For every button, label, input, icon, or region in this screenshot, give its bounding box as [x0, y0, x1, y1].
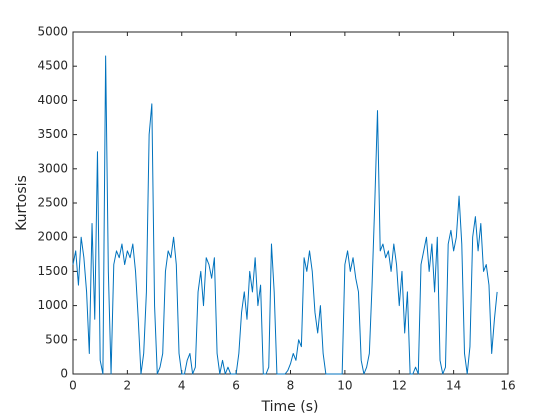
y-tick-label: 4500 — [37, 59, 68, 73]
y-axis-label: Kurtosis — [14, 175, 30, 231]
x-tick-label: 14 — [446, 379, 461, 393]
x-tick-label: 4 — [178, 379, 186, 393]
data-line — [72, 55, 498, 375]
y-tick-label: 5000 — [37, 25, 68, 39]
x-tick-label: 12 — [392, 379, 407, 393]
x-tick-label: 16 — [500, 379, 515, 393]
y-tick-label: 1500 — [37, 264, 68, 278]
y-tick-label: 0 — [60, 367, 68, 381]
y-tick-label: 1000 — [37, 298, 68, 312]
x-tick-label: 0 — [69, 379, 77, 393]
x-tick-label: 10 — [337, 379, 352, 393]
y-tick-label: 500 — [45, 332, 68, 346]
y-tick-label: 2500 — [37, 196, 68, 210]
x-tick-label: 2 — [124, 379, 132, 393]
x-tick-label: 8 — [287, 379, 295, 393]
y-tick-label: 4000 — [37, 93, 68, 107]
x-axis-label: Time (s) — [261, 399, 319, 415]
y-tick-label: 3500 — [37, 127, 68, 141]
x-tick-label: 6 — [232, 379, 240, 393]
y-tick-label: 3000 — [37, 161, 68, 175]
y-tick-label: 2000 — [37, 230, 68, 244]
